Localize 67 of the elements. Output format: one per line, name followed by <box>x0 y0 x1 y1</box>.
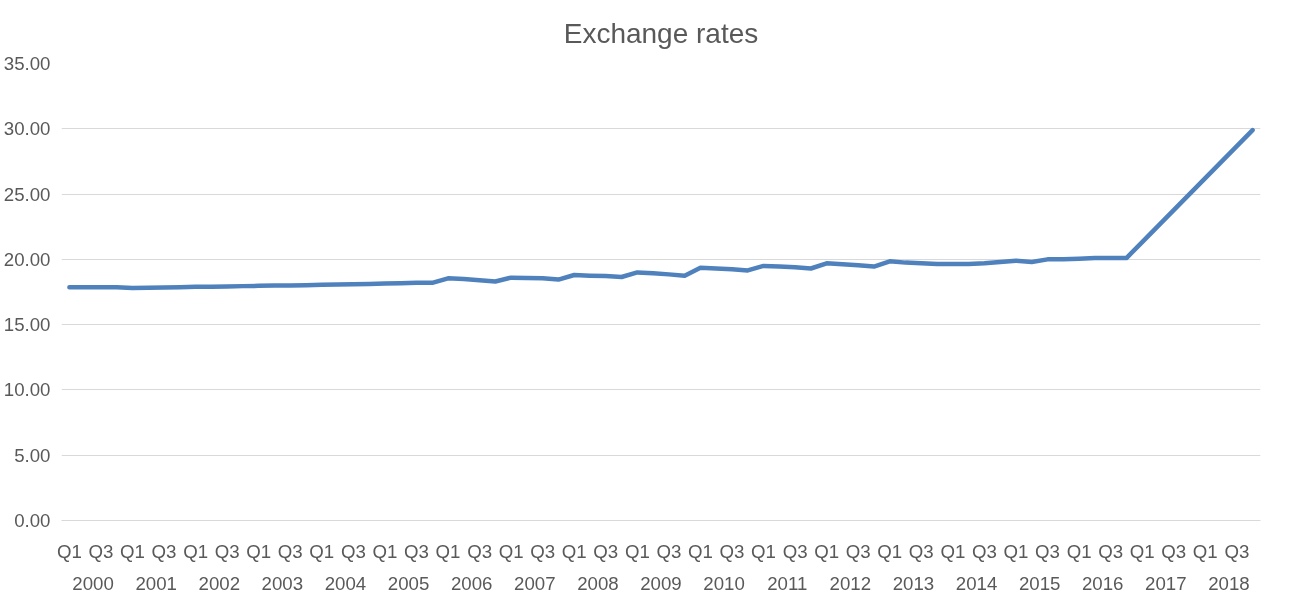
x-tick-label: Q1 <box>56 540 82 562</box>
x-tick-label: Q3 <box>340 540 366 562</box>
x-tick-label: Q3 <box>1035 540 1060 562</box>
x-tick-label: Q3 <box>277 540 303 562</box>
x-tick-label: Q3 <box>656 540 682 562</box>
text: 2007 <box>514 572 556 594</box>
x-tick-label: Q3 <box>719 540 745 562</box>
text: 2014 <box>955 572 998 594</box>
x-tick-label: Q1 <box>940 540 966 562</box>
x-tick-label: Q1 <box>877 540 903 562</box>
y-tick-label: 30.00 <box>3 118 51 140</box>
y-tick-label: 10.00 <box>3 379 51 401</box>
y-tick-label: 5.00 <box>14 444 51 466</box>
y-tick-label: 0.00 <box>14 510 51 531</box>
x-tick-label: Q1 <box>435 540 461 562</box>
x-tick-label: Q3 <box>1098 540 1124 562</box>
text: 2011 <box>767 572 808 594</box>
chart-title: Exchange rates <box>563 17 759 49</box>
x-tick-label: Q1 <box>246 540 272 562</box>
y-tick-label: 35.00 <box>3 53 51 74</box>
x-tick-label: Q3 <box>782 540 808 562</box>
y-tick-label: 25.00 <box>3 183 51 205</box>
x-tick-label: Q3 <box>845 540 871 562</box>
x-tick-label: Q3 <box>971 540 997 562</box>
x-tick-label: Q3 <box>214 540 240 562</box>
text: 2008 <box>577 572 619 594</box>
x-tick-label: Q1 <box>1192 540 1218 562</box>
text: 2015 <box>1018 572 1061 594</box>
text: 2001 <box>135 572 177 594</box>
x-tick-label: Q1 <box>561 540 587 562</box>
x-tick-label: Q1 <box>1066 540 1092 562</box>
x-tick-label: Q3 <box>404 540 429 562</box>
x-tick-label: Q3 <box>467 540 493 562</box>
x-tick-label: Q3 <box>1224 540 1250 562</box>
text: 2005 <box>387 572 430 594</box>
x-tick-label: Q1 <box>688 540 713 562</box>
text: 2000 <box>72 572 114 594</box>
x-tick-label: Q1 <box>1129 540 1155 562</box>
x-tick-label: Q1 <box>751 540 776 562</box>
x-tick-label: Q1 <box>372 540 398 562</box>
x-tick-label: Q1 <box>309 540 335 562</box>
text: 2009 <box>640 572 682 594</box>
text: 2012 <box>829 572 872 594</box>
x-tick-label: Q1 <box>624 540 650 562</box>
x-tick-label: Q1 <box>498 540 524 562</box>
text: 2004 <box>324 572 367 594</box>
text: 2006 <box>450 572 493 594</box>
y-tick-label: 15.00 <box>3 314 51 336</box>
x-tick-label: Q3 <box>908 540 934 562</box>
text: 2018 <box>1208 572 1250 594</box>
x-tick-label: Q1 <box>183 540 209 562</box>
text: 2013 <box>892 572 935 594</box>
line-series <box>67 127 1255 291</box>
x-tick-label: Q3 <box>88 540 114 562</box>
y-tick-label: 20.00 <box>3 248 51 270</box>
x-tick-label: Q1 <box>814 540 840 562</box>
x-tick-label: Q3 <box>1161 540 1187 562</box>
text: 2016 <box>1081 572 1124 594</box>
x-tick-label: Q3 <box>530 540 556 562</box>
x-tick-label: Q1 <box>120 540 145 562</box>
x-tick-label: Q1 <box>1003 540 1029 562</box>
x-tick-label: Q3 <box>593 540 619 562</box>
text: 2002 <box>198 572 241 594</box>
text: 2010 <box>703 572 745 594</box>
text: 2003 <box>261 572 304 594</box>
text: 2017 <box>1145 572 1187 594</box>
x-tick-label: Q3 <box>151 540 177 562</box>
